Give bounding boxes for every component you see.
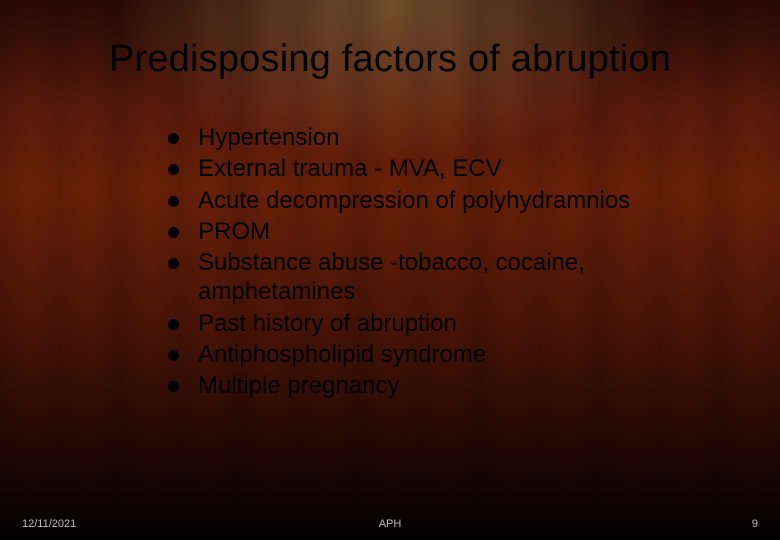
footer-center: APH (379, 518, 402, 530)
slide-title: Predisposing factors of abruption (40, 38, 740, 81)
list-item: Hypertension (168, 123, 730, 152)
slide-footer: 12/11/2021 APH 9 (0, 510, 780, 530)
footer-date: 12/11/2021 (22, 518, 76, 530)
list-item: PROM (168, 217, 730, 246)
list-item: Past history of abruption (168, 309, 730, 338)
list-item: External trauma - MVA, ECV (168, 154, 730, 183)
bullet-list: Hypertension External trauma - MVA, ECV … (168, 123, 730, 400)
footer-page-number: 9 (752, 518, 758, 530)
list-item: Acute decompression of polyhydramnios (168, 186, 730, 215)
slide: Predisposing factors of abruption Hypert… (0, 0, 780, 540)
list-item: Multiple pregnancy (168, 371, 730, 400)
list-item: Substance abuse -tobacco, cocaine, amphe… (168, 248, 730, 307)
list-item: Antiphospholipid syndrome (168, 340, 730, 369)
